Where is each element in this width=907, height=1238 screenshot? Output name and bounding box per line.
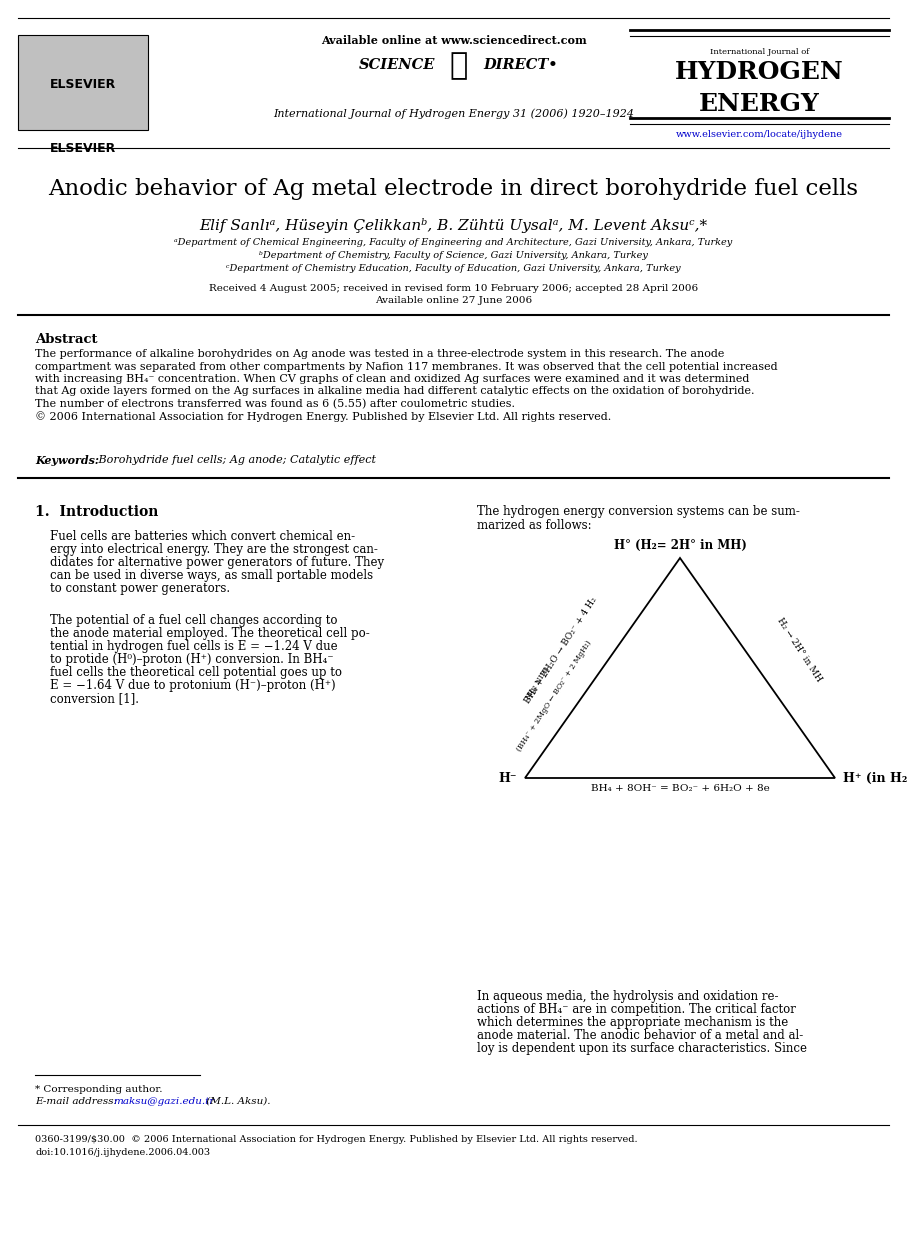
Text: SCIENCE: SCIENCE <box>359 58 435 72</box>
Text: (BH₄⁻ + 2MgO ← BO₂⁻ + 2 MgH₂): (BH₄⁻ + 2MgO ← BO₂⁻ + 2 MgH₂) <box>515 639 593 753</box>
Text: conversion [1].: conversion [1]. <box>50 692 139 704</box>
Text: The hydrogen energy conversion systems can be sum-: The hydrogen energy conversion systems c… <box>477 505 800 517</box>
Text: www.elsevier.com/locate/ijhydene: www.elsevier.com/locate/ijhydene <box>676 130 843 139</box>
Text: doi:10.1016/j.ijhydene.2006.04.003: doi:10.1016/j.ijhydene.2006.04.003 <box>35 1148 210 1158</box>
Text: H⁺ (in H₂O): H⁺ (in H₂O) <box>843 771 907 785</box>
Text: didates for alternative power generators of future. They: didates for alternative power generators… <box>50 556 385 569</box>
Text: H⁻: H⁻ <box>499 771 517 785</box>
Text: Available online at www.sciencedirect.com: Available online at www.sciencedirect.co… <box>321 35 586 46</box>
Text: anode material. The anodic behavior of a metal and al-: anode material. The anodic behavior of a… <box>477 1029 804 1042</box>
Text: Received 4 August 2005; received in revised form 10 February 2006; accepted 28 A: Received 4 August 2005; received in revi… <box>209 284 698 293</box>
Text: BH₄ + 2H₂O → BO₂⁻ + 4 H₂: BH₄ + 2H₂O → BO₂⁻ + 4 H₂ <box>522 595 599 704</box>
Text: ⓐ: ⓐ <box>449 51 468 80</box>
Text: that Ag oxide layers formed on the Ag surfaces in alkaline media had different c: that Ag oxide layers formed on the Ag su… <box>35 386 755 396</box>
Text: compartment was separated from other compartments by Nafion 117 membranes. It wa: compartment was separated from other com… <box>35 361 777 371</box>
Bar <box>18 35 148 130</box>
Text: to constant power generators.: to constant power generators. <box>50 582 230 595</box>
Text: with increasing BH₄⁻ concentration. When CV graphs of clean and oxidized Ag surf: with increasing BH₄⁻ concentration. When… <box>35 374 749 384</box>
Text: BH₄ + 8OH⁻ = BO₂⁻ + 6H₂O + 8e: BH₄ + 8OH⁻ = BO₂⁻ + 6H₂O + 8e <box>590 784 769 794</box>
Text: Fuel cells are batteries which convert chemical en-: Fuel cells are batteries which convert c… <box>50 530 356 543</box>
Text: ᵇDepartment of Chemistry, Faculty of Science, Gazi University, Ankara, Turkey: ᵇDepartment of Chemistry, Faculty of Sci… <box>259 251 648 260</box>
Text: ᵃDepartment of Chemical Engineering, Faculty of Engineering and Architecture, Ga: ᵃDepartment of Chemical Engineering, Fac… <box>174 238 733 248</box>
Text: Available online 27 June 2006: Available online 27 June 2006 <box>375 296 532 305</box>
Text: International Journal of Hydrogen Energy 31 (2006) 1920–1924: International Journal of Hydrogen Energy… <box>273 108 634 119</box>
Text: The performance of alkaline borohydrides on Ag anode was tested in a three-elect: The performance of alkaline borohydrides… <box>35 349 725 359</box>
Text: * Corresponding author.: * Corresponding author. <box>35 1084 162 1094</box>
Text: Mg₂ NIH₃: Mg₂ NIH₃ <box>524 665 551 701</box>
Text: H₂ → 2H° in MH: H₂ → 2H° in MH <box>775 617 824 683</box>
Text: ᶜDepartment of Chemistry Education, Faculty of Education, Gazi University, Ankar: ᶜDepartment of Chemistry Education, Facu… <box>226 264 681 274</box>
Text: HYDROGEN: HYDROGEN <box>675 59 844 84</box>
Text: Anodic behavior of Ag metal electrode in direct borohydride fuel cells: Anodic behavior of Ag metal electrode in… <box>48 178 859 201</box>
Text: DIRECT•: DIRECT• <box>483 58 558 72</box>
Text: ELSEVIER: ELSEVIER <box>50 78 116 92</box>
Text: ergy into electrical energy. They are the strongest can-: ergy into electrical energy. They are th… <box>50 543 378 556</box>
Text: In aqueous media, the hydrolysis and oxidation re-: In aqueous media, the hydrolysis and oxi… <box>477 990 778 1003</box>
Text: tential in hydrogen fuel cells is E = −1.24 V due: tential in hydrogen fuel cells is E = −1… <box>50 640 337 652</box>
Text: the anode material employed. The theoretical cell po-: the anode material employed. The theoret… <box>50 626 370 640</box>
Text: can be used in diverse ways, as small portable models: can be used in diverse ways, as small po… <box>50 569 373 582</box>
Text: 0360-3199/$30.00  © 2006 International Association for Hydrogen Energy. Publishe: 0360-3199/$30.00 © 2006 International As… <box>35 1135 638 1144</box>
Text: International Journal of: International Journal of <box>710 48 809 56</box>
Text: loy is dependent upon its surface characteristics. Since: loy is dependent upon its surface charac… <box>477 1042 807 1055</box>
Text: Elif Sanlıᵃ, Hüseyin Çelikkanᵇ, B. Zühtü Uysalᵃ, M. Levent Aksuᶜ,*: Elif Sanlıᵃ, Hüseyin Çelikkanᵇ, B. Zühtü… <box>200 218 707 233</box>
Text: © 2006 International Association for Hydrogen Energy. Published by Elsevier Ltd.: © 2006 International Association for Hyd… <box>35 411 611 422</box>
Text: The number of electrons transferred was found as 6 (5.55) after coulometric stud: The number of electrons transferred was … <box>35 399 515 410</box>
Text: which determines the appropriate mechanism is the: which determines the appropriate mechani… <box>477 1016 788 1029</box>
Text: E = −1.64 V due to protonium (H⁻)–proton (H⁺): E = −1.64 V due to protonium (H⁻)–proton… <box>50 678 336 692</box>
Text: E-mail address:: E-mail address: <box>35 1097 121 1106</box>
Text: Abstract: Abstract <box>35 333 97 345</box>
Text: to protide (H⁰)–proton (H⁺) conversion. In BH₄⁻: to protide (H⁰)–proton (H⁺) conversion. … <box>50 652 334 666</box>
Text: 1.  Introduction: 1. Introduction <box>35 505 159 519</box>
Text: ELSEVIER: ELSEVIER <box>50 142 116 155</box>
Text: ENERGY: ENERGY <box>699 92 820 116</box>
Text: fuel cells the theoretical cell potential goes up to: fuel cells the theoretical cell potentia… <box>50 666 342 678</box>
Text: The potential of a fuel cell changes according to: The potential of a fuel cell changes acc… <box>50 614 337 626</box>
Text: actions of BH₄⁻ are in competition. The critical factor: actions of BH₄⁻ are in competition. The … <box>477 1003 795 1016</box>
Text: maksu@gazi.edu.tr: maksu@gazi.edu.tr <box>113 1097 214 1106</box>
Text: H° (H₂= 2H° in MH): H° (H₂= 2H° in MH) <box>613 539 746 552</box>
Text: Keywords:: Keywords: <box>35 456 99 465</box>
Text: Borohydride fuel cells; Ag anode; Catalytic effect: Borohydride fuel cells; Ag anode; Cataly… <box>95 456 376 465</box>
Text: marized as follows:: marized as follows: <box>477 519 591 532</box>
Text: (M.L. Aksu).: (M.L. Aksu). <box>203 1097 270 1106</box>
